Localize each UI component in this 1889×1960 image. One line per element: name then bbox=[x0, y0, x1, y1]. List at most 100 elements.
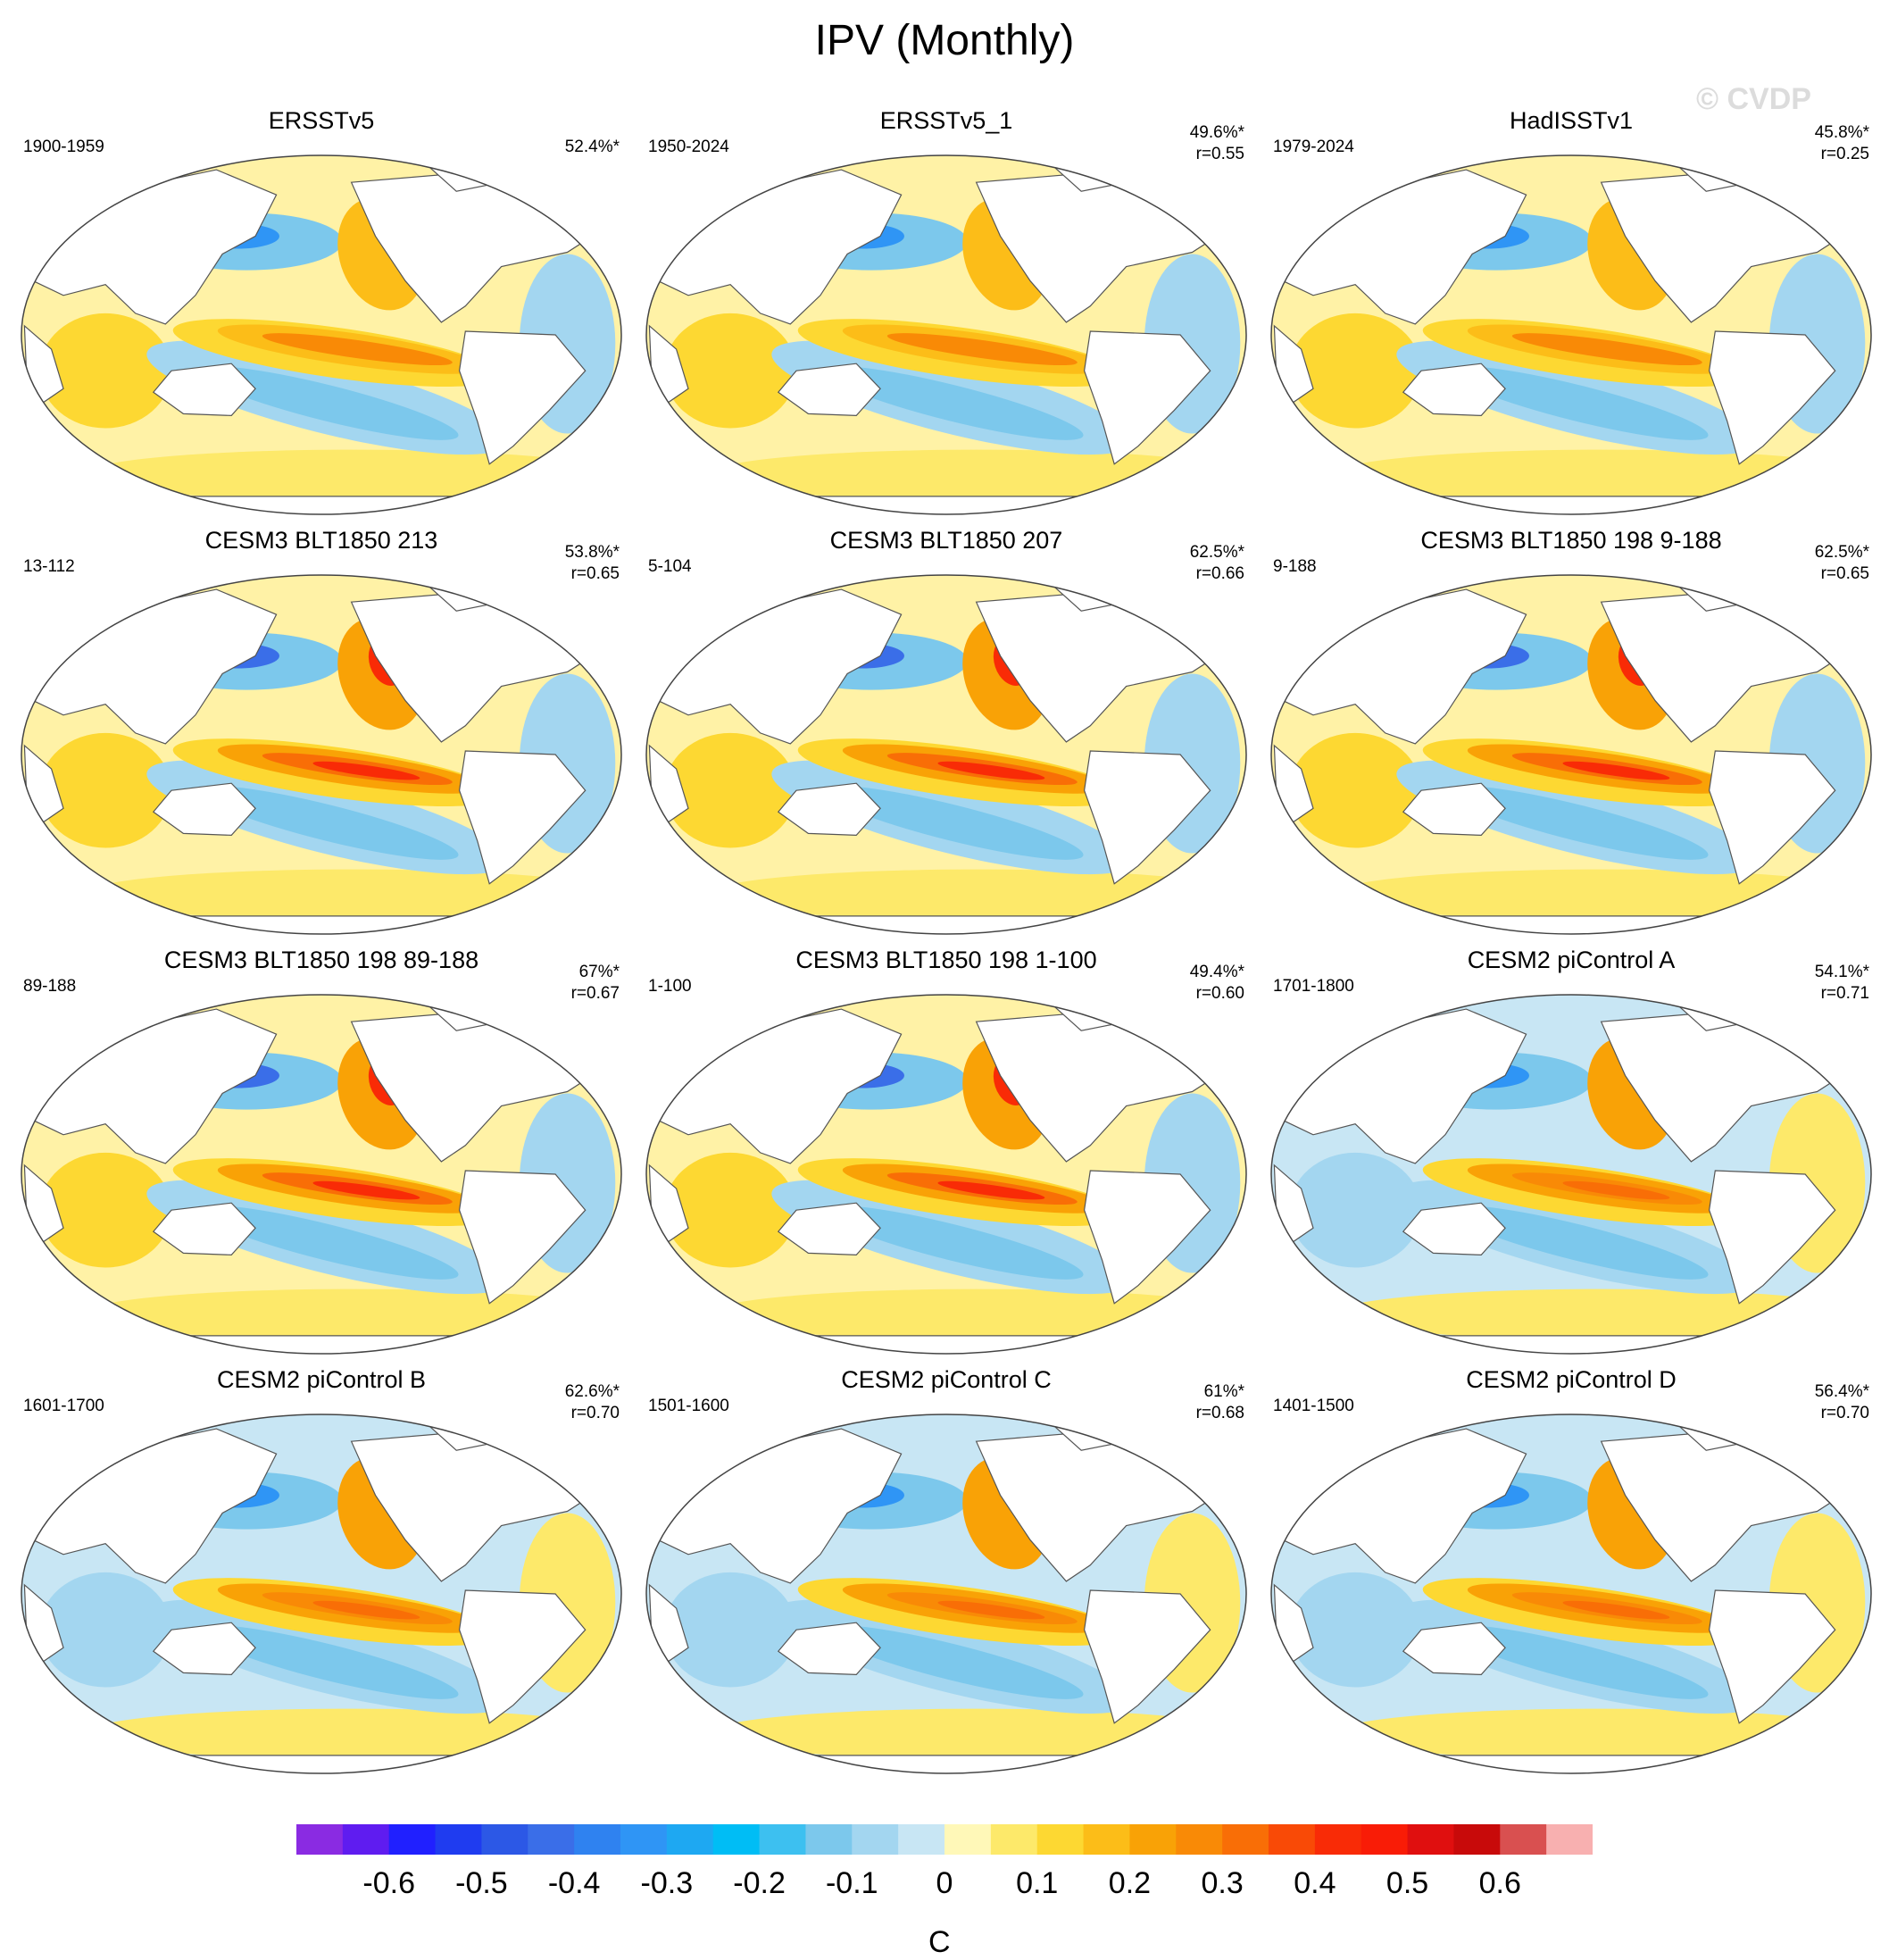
colorbar-tick-label: -0.1 bbox=[825, 1866, 878, 1900]
colorbar-tick-label: 0.4 bbox=[1294, 1866, 1336, 1900]
australia-land bbox=[1402, 1622, 1506, 1676]
panel-period: 1979-2024 bbox=[1273, 138, 1354, 156]
australia-land bbox=[152, 1622, 256, 1676]
tropical-pacific-warm-peak bbox=[1562, 761, 1670, 780]
map-panel: CESM3 BLT1850 198 9-188 9-188 62.5%* r=0.65 bbox=[1259, 527, 1884, 947]
south-america-land bbox=[1083, 1170, 1211, 1305]
ipv-map bbox=[645, 994, 1247, 1355]
tropical-pacific-warm-peak bbox=[312, 1600, 420, 1620]
panel-period: 89-188 bbox=[23, 977, 77, 996]
colorbar-tick-label: -0.5 bbox=[455, 1866, 508, 1900]
map-panel: CESM2 piControl B 1601-1700 62.6%* r=0.70 bbox=[9, 1366, 634, 1786]
south-america-land bbox=[1708, 750, 1836, 885]
south-america-land bbox=[1708, 330, 1836, 465]
south-america-land bbox=[458, 750, 587, 885]
panel-variance-explained: 62.6%* bbox=[564, 1382, 620, 1401]
ipv-map bbox=[21, 1414, 622, 1774]
australia-land bbox=[777, 363, 881, 417]
south-pacific-cool-band bbox=[820, 785, 1084, 860]
map-panel: HadISSTv1 1979-2024 45.8%* r=0.25 bbox=[1259, 107, 1884, 527]
south-america-land bbox=[1708, 1589, 1836, 1724]
indian-ocean-anomaly bbox=[1289, 732, 1421, 848]
map-panel: ERSSTv5 1900-1959 52.4%* bbox=[9, 107, 634, 527]
tropical-pacific-warm-peak bbox=[937, 1180, 1045, 1200]
colorbar-swatch bbox=[528, 1824, 575, 1855]
colorbar-tick-label: 0.2 bbox=[1108, 1866, 1152, 1900]
colorbar-swatch bbox=[1176, 1824, 1223, 1855]
australia-land bbox=[777, 782, 881, 837]
panel-pattern-correlation: r=0.70 bbox=[570, 1404, 620, 1422]
map-panel: CESM3 BLT1850 207 5-104 62.5%* r=0.66 bbox=[634, 527, 1259, 947]
colorbar-tick-label: 0.6 bbox=[1478, 1866, 1521, 1900]
tropical-pacific-warm-peak bbox=[1562, 1180, 1670, 1200]
panel-title: CESM3 BLT1850 198 9-188 bbox=[1420, 527, 1722, 554]
panel-pattern-correlation: r=0.60 bbox=[1195, 984, 1244, 1003]
colorbar-swatch bbox=[852, 1824, 899, 1855]
colorbar-swatch bbox=[1361, 1824, 1409, 1855]
panel-variance-explained: 49.4%* bbox=[1189, 963, 1244, 981]
panel-pattern-correlation: r=0.71 bbox=[1820, 984, 1869, 1003]
colorbar-swatch bbox=[898, 1824, 945, 1855]
south-pacific-cool-band bbox=[196, 785, 459, 860]
panel-title: CESM3 BLT1850 207 bbox=[829, 527, 1063, 554]
main-title: IPV (Monthly) bbox=[814, 17, 1075, 64]
ipv-map bbox=[645, 1414, 1247, 1774]
panel-pattern-correlation: r=0.55 bbox=[1195, 145, 1244, 163]
colorbar-swatch bbox=[574, 1824, 621, 1855]
panel-period: 1501-1600 bbox=[648, 1397, 729, 1415]
australia-land bbox=[777, 1202, 881, 1256]
colorbar-swatch bbox=[1546, 1824, 1593, 1855]
australia-land bbox=[1402, 363, 1506, 417]
indian-ocean-anomaly bbox=[39, 313, 171, 429]
map-border bbox=[21, 154, 622, 515]
panel-pattern-correlation: r=0.68 bbox=[1195, 1404, 1244, 1422]
colorbar-swatch bbox=[1500, 1824, 1547, 1855]
map-panel: CESM3 BLT1850 198 1-100 1-100 49.4%* r=0.60 bbox=[634, 947, 1259, 1366]
indian-ocean-anomaly bbox=[664, 313, 796, 429]
panel-title: CESM2 piControl A bbox=[1467, 947, 1676, 973]
colorbar-swatch bbox=[1083, 1824, 1130, 1855]
south-america-land bbox=[1708, 1170, 1836, 1305]
south-pacific-cool-band bbox=[820, 1624, 1084, 1699]
panel-title: CESM3 BLT1850 198 1-100 bbox=[795, 947, 1097, 973]
panel-period: 1950-2024 bbox=[648, 138, 729, 156]
south-america-land bbox=[1083, 1589, 1211, 1724]
colorbar-swatch bbox=[620, 1824, 668, 1855]
colorbar-swatch bbox=[805, 1824, 853, 1855]
panel-variance-explained: 61%* bbox=[1203, 1382, 1244, 1401]
map-border bbox=[645, 1414, 1247, 1774]
map-border bbox=[645, 994, 1247, 1355]
panel-title: ERSSTv5 bbox=[268, 107, 375, 134]
panel-title: HadISSTv1 bbox=[1509, 107, 1634, 134]
ipv-map bbox=[1270, 574, 1872, 935]
south-america-land bbox=[1083, 750, 1211, 885]
map-border bbox=[645, 154, 1247, 515]
south-pacific-cool-band bbox=[820, 1205, 1084, 1280]
panel-period: 1701-1800 bbox=[1273, 977, 1354, 996]
map-border bbox=[21, 574, 622, 935]
panel-pattern-correlation: r=0.25 bbox=[1820, 145, 1869, 163]
indian-ocean-anomaly bbox=[1289, 1572, 1421, 1688]
map-border bbox=[21, 1414, 622, 1774]
ipv-map bbox=[21, 994, 622, 1355]
panel-pattern-correlation: r=0.65 bbox=[1820, 564, 1869, 583]
panel-period: 9-188 bbox=[1273, 557, 1317, 576]
colorbar-swatch bbox=[342, 1824, 390, 1855]
indian-ocean-anomaly bbox=[664, 1152, 796, 1268]
colorbar-tick-label: 0.1 bbox=[1016, 1866, 1059, 1900]
colorbar-swatch bbox=[1129, 1824, 1177, 1855]
panel-title: ERSSTv5_1 bbox=[879, 107, 1013, 134]
south-america-land bbox=[458, 1170, 587, 1305]
australia-land bbox=[152, 363, 256, 417]
colorbar-tick-label: -0.4 bbox=[547, 1866, 601, 1900]
tropical-pacific-warm-peak bbox=[312, 1180, 420, 1200]
map-border bbox=[21, 994, 622, 1355]
colorbar-tick-label: 0.3 bbox=[1201, 1866, 1244, 1900]
colorbar-swatch bbox=[1314, 1824, 1362, 1855]
panel-period: 1900-1959 bbox=[23, 138, 104, 156]
ipv-map bbox=[1270, 154, 1872, 515]
tropical-pacific-warm-peak bbox=[937, 761, 1045, 780]
colorbar-swatch bbox=[1222, 1824, 1269, 1855]
map-border bbox=[1270, 574, 1872, 935]
south-pacific-cool-band bbox=[196, 1624, 459, 1699]
